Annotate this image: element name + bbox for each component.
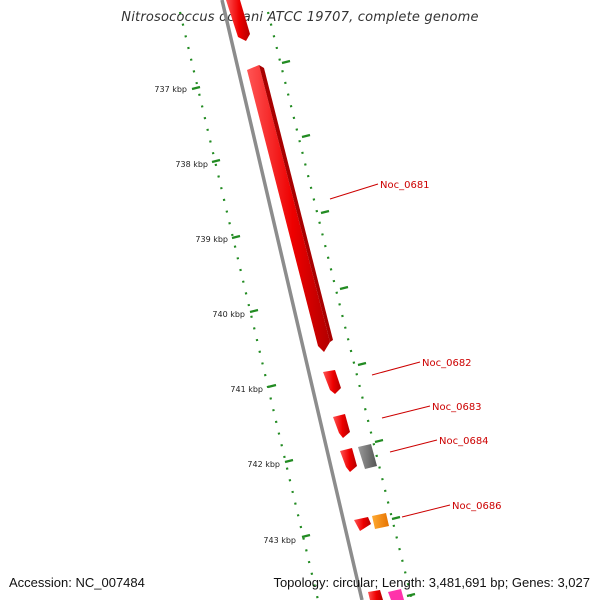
scale-ticks [191,85,311,539]
tick-mark [191,85,201,91]
tick-label: 742 kbp [247,460,280,469]
tick-mark [249,308,259,314]
gene-feature-partial-bottom-pink[interactable] [388,589,404,600]
label-leader-line [401,504,451,518]
gene-shadow [259,65,333,342]
gene-feature-partial-bottom[interactable] [368,590,383,600]
gene-label-noc-0682[interactable]: Noc_0682 [422,358,472,369]
tick-mark [357,361,367,367]
right-rail-ticks [281,59,416,598]
genome-title: Nitrosococcus oceani ATCC 19707, complet… [121,10,479,25]
gene-feature-noc-0683[interactable] [333,414,350,438]
gene-feature-red[interactable] [354,517,371,531]
label-leader-line [329,183,379,200]
gene-feature-noc-0681[interactable] [247,65,330,352]
gene-feature-red[interactable] [340,448,357,472]
tick-mark [281,59,291,65]
tick-label: 739 kbp [195,235,228,244]
gene-feature-noc-0684[interactable] [358,444,377,469]
gene-feature-noc-0682[interactable] [323,370,341,394]
tick-mark [301,133,311,139]
tick-mark [211,158,221,164]
label-leader-line [371,361,421,376]
tick-mark [374,438,384,444]
tick-mark [406,592,416,598]
right-dotted-rail [266,11,414,600]
tick-label: 738 kbp [175,160,208,169]
gene-feature-noc-0686[interactable] [372,513,389,529]
gene-label-noc-0684[interactable]: Noc_0684 [439,436,489,447]
tick-mark [267,383,277,389]
tick-label: 743 kbp [263,536,296,545]
tick-label: 737 kbp [154,85,187,94]
tick-mark [320,209,330,215]
tick-mark [339,285,349,291]
genome-backbone [220,0,364,600]
tick-mark [231,234,241,240]
label-leader-line [381,405,431,419]
tick-mark [284,458,294,464]
tick-mark [301,533,311,539]
gene-label-noc-0683[interactable]: Noc_0683 [432,402,482,413]
label-leader-line [389,439,438,453]
left-dotted-rail [178,11,320,600]
gene-feature-partial-top[interactable] [226,0,250,41]
tick-label: 740 kbp [212,310,245,319]
tick-label: 741 kbp [230,385,263,394]
tick-mark [391,515,401,521]
accession-text: Accession: NC_007484 [9,575,145,590]
gene-label-noc-0686[interactable]: Noc_0686 [452,501,502,512]
genome-summary-text: Topology: circular; Length: 3,481,691 bp… [273,575,590,590]
gene-label-noc-0681[interactable]: Noc_0681 [380,180,430,191]
